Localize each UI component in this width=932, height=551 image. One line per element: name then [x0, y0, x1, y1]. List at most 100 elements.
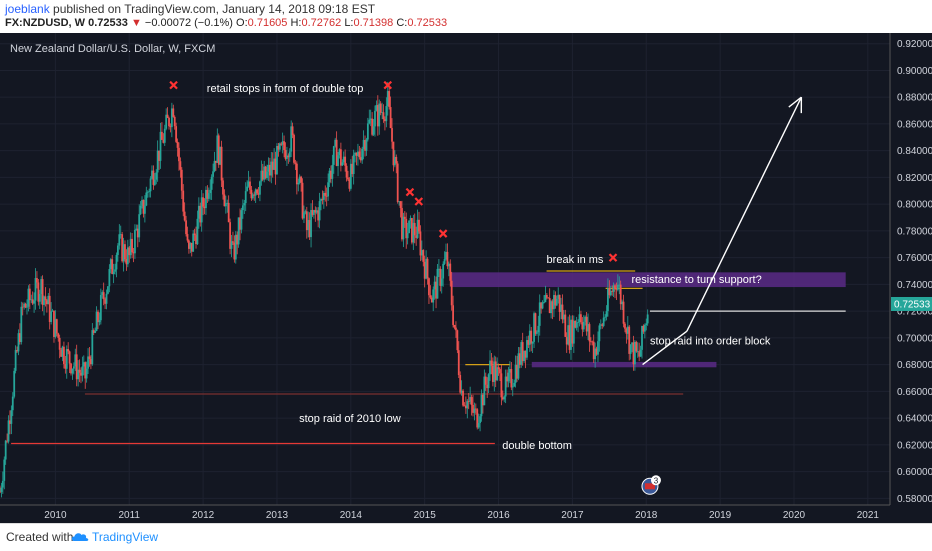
- candle-body: [485, 377, 487, 385]
- candle-body: [59, 338, 61, 350]
- candle-body: [508, 373, 510, 382]
- x-tick-label: 2013: [266, 510, 289, 521]
- candle-body: [536, 332, 538, 334]
- candle-body: [56, 319, 58, 333]
- y-tick-label: 0.58000: [897, 494, 932, 505]
- candle-body: [630, 344, 632, 353]
- tradingview-brand: TradingView: [92, 530, 158, 544]
- candle-body: [5, 441, 7, 460]
- candle-body: [427, 259, 429, 278]
- x-tick-label: 2016: [487, 510, 510, 521]
- candle-body: [331, 165, 333, 179]
- tradingview-logo[interactable]: TradingView: [70, 528, 160, 546]
- chart-header: joeblank published on TradingView.com, J…: [0, 0, 932, 33]
- candle-body: [33, 301, 35, 304]
- candle-body: [209, 190, 211, 193]
- x-tick-label: 2020: [783, 510, 806, 521]
- candle-body: [366, 140, 368, 151]
- candle-body: [259, 181, 261, 194]
- candle-body: [10, 410, 12, 424]
- x-tick-label: 2010: [44, 510, 67, 521]
- candle-body: [374, 111, 376, 127]
- candle-body: [69, 351, 71, 363]
- x-tick-label: 2014: [340, 510, 363, 521]
- candle-body: [402, 217, 404, 240]
- candle-body: [161, 132, 163, 140]
- close-value: C:0.72533: [396, 17, 447, 29]
- candle-body: [154, 180, 156, 185]
- candle-body: [606, 311, 608, 317]
- candle-body: [1, 488, 3, 492]
- candle-body: [344, 157, 346, 166]
- candle-body: [478, 423, 480, 427]
- candle-body: [150, 178, 152, 191]
- chart-canvas[interactable]: retail stops in form of double topbreak …: [0, 33, 932, 523]
- candle-body: [94, 331, 96, 333]
- candle-body: [644, 325, 646, 332]
- candle-body: [181, 170, 183, 191]
- candle-body: [2, 481, 4, 488]
- annotation-label: double bottom: [502, 440, 572, 452]
- candle-body: [647, 314, 649, 323]
- candle-body: [243, 203, 245, 205]
- candle-body: [12, 397, 14, 411]
- candle-body: [211, 177, 213, 190]
- y-tick-label: 0.92000: [897, 39, 932, 50]
- candle-body: [221, 147, 223, 181]
- y-tick-label: 0.64000: [897, 414, 932, 425]
- candle-body: [187, 234, 189, 240]
- x-tick-label: 2011: [118, 510, 140, 521]
- candle-body: [404, 217, 406, 219]
- candle-body: [454, 325, 456, 328]
- last-price-label: 0.72533: [894, 299, 931, 310]
- candle-body: [428, 278, 430, 295]
- candle-body: [640, 350, 642, 357]
- y-tick-label: 0.78000: [897, 226, 932, 237]
- candle-body: [408, 221, 410, 233]
- candle-body: [140, 206, 142, 214]
- open-value: O:0.71605: [236, 17, 287, 29]
- candle-body: [297, 183, 299, 184]
- candle-body: [108, 269, 110, 286]
- arrow-line: [687, 97, 801, 331]
- candle-body: [167, 115, 169, 118]
- y-tick-label: 0.66000: [897, 387, 932, 398]
- candle-body: [303, 212, 305, 218]
- x-tick-label: 2019: [709, 510, 732, 521]
- y-tick-label: 0.74000: [897, 280, 932, 291]
- candle-body: [276, 146, 278, 174]
- candle-body: [510, 369, 512, 387]
- candle-body: [81, 366, 83, 375]
- candle-body: [145, 193, 147, 206]
- candle-body: [295, 163, 297, 164]
- candle-body: [432, 289, 434, 302]
- candle-body: [124, 244, 126, 259]
- annotation-label: retail stops in form of double top: [207, 83, 364, 95]
- candle-body: [589, 324, 591, 341]
- candle-body: [645, 323, 647, 325]
- y-tick-label: 0.68000: [897, 360, 932, 371]
- candle-body: [512, 386, 514, 387]
- candle-body: [341, 162, 343, 165]
- candle-body: [542, 302, 544, 308]
- candle-body: [63, 347, 65, 364]
- candle-body: [456, 330, 458, 350]
- candle-body: [451, 281, 453, 306]
- published-text: published on TradingView.com, January 14…: [50, 2, 375, 16]
- candle-body: [172, 108, 174, 116]
- candle-body: [353, 155, 355, 174]
- y-tick-label: 0.84000: [897, 146, 932, 157]
- author-link[interactable]: joeblank: [5, 2, 50, 16]
- y-tick-label: 0.62000: [897, 440, 932, 451]
- annotation-label: stop raid of 2010 low: [299, 413, 401, 425]
- candle-body: [383, 112, 385, 119]
- candle-body: [208, 193, 210, 199]
- x-tick-label: 2015: [414, 510, 437, 521]
- y-tick-label: 0.80000: [897, 200, 932, 211]
- candle-body: [564, 315, 566, 337]
- candle-body: [242, 205, 244, 210]
- candle-body: [380, 104, 382, 113]
- footer: Created with TradingView: [0, 523, 932, 551]
- candle-body: [466, 401, 468, 408]
